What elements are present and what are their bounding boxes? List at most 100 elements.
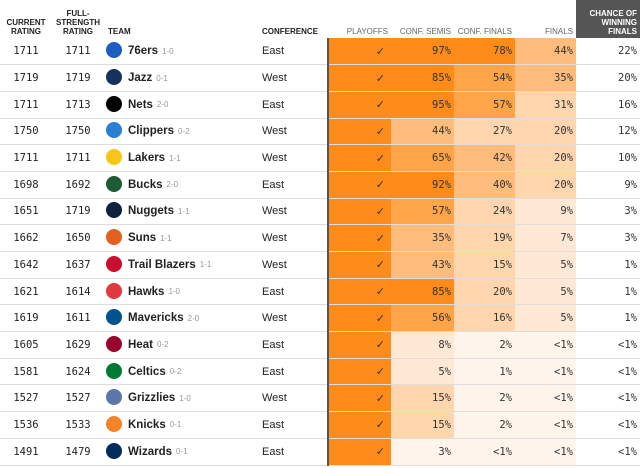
- team-cell: Heat 0-2: [104, 331, 258, 359]
- table-row[interactable]: 1527 1527 Grizzlies 1-0 West ✓ 15% 2% <1% <1%: [0, 384, 640, 413]
- finals-cell: <1%: [515, 438, 576, 466]
- win-finals-cell: 9%: [576, 171, 640, 199]
- finals-cell: 31%: [515, 91, 576, 119]
- team-record: 0-1: [169, 420, 182, 430]
- header-finals[interactable]: FINALS: [544, 27, 573, 36]
- conf-semis-cell: 85%: [391, 64, 454, 92]
- current-rating-cell: 1662: [0, 224, 52, 252]
- win-finals-cell: 12%: [576, 118, 640, 146]
- hawks-logo-icon: [106, 282, 122, 299]
- full-strength-rating-cell: 1624: [52, 358, 104, 386]
- conf-semis-cell: 95%: [391, 91, 454, 119]
- conf-semis-cell: 3%: [391, 438, 454, 466]
- conference-cell: East: [258, 358, 329, 386]
- table-row[interactable]: 1711 1711 76ers 1-0 East ✓ 97% 78% 44% 22%: [0, 38, 640, 66]
- finals-cell: 20%: [515, 171, 576, 199]
- full-strength-rating-cell: 1719: [52, 198, 104, 226]
- finals-cell: 5%: [515, 251, 576, 279]
- table-row[interactable]: 1719 1719 Jazz 0-1 West ✓ 85% 54% 35% 20%: [0, 64, 640, 92]
- table-row[interactable]: 1491 1479 Wizards 0-1 East ✓ 3% <1% <1% <1%: [0, 438, 640, 466]
- conf-finals-cell: 27%: [454, 118, 515, 146]
- header-row: CURRENT RATING FULL-STRENGTH RATING TEAM…: [0, 0, 640, 38]
- team-record: 0-1: [176, 447, 188, 457]
- team-name: 76ers: [128, 45, 159, 58]
- win-finals-cell: 1%: [576, 304, 640, 333]
- full-strength-rating-cell: 1479: [52, 438, 104, 466]
- table-row[interactable]: 1619 1611 Mavericks 2-0 West ✓ 56% 16% 5% 1%: [0, 304, 640, 333]
- team-cell: Wizards 0-1: [104, 438, 258, 466]
- table-row[interactable]: 1698 1692 Bucks 2-0 East ✓ 92% 40% 20% 9%: [0, 171, 640, 199]
- team-name: Jazz: [128, 72, 153, 85]
- team-name: Trail Blazers: [128, 258, 196, 271]
- header-conf-semis[interactable]: CONF. SEMIS: [399, 27, 451, 36]
- header-playoffs[interactable]: PLAYOFFS: [346, 27, 388, 36]
- conference-cell: West: [258, 64, 329, 92]
- finals-cell: <1%: [515, 411, 576, 439]
- team-name: Clippers: [128, 125, 175, 138]
- suns-logo-icon: [106, 229, 122, 246]
- conf-finals-cell: 2%: [454, 411, 515, 439]
- conf-finals-cell: 57%: [454, 91, 515, 119]
- conf-finals-cell: 2%: [454, 384, 515, 413]
- table-row[interactable]: 1662 1650 Suns 1-1 West ✓ 35% 19% 7% 3%: [0, 224, 640, 252]
- finals-cell: <1%: [515, 384, 576, 413]
- table-row[interactable]: 1581 1624 Celtics 0-2 East ✓ 5% 1% <1% <1%: [0, 358, 640, 386]
- conference-cell: West: [258, 198, 329, 226]
- conference-cell: East: [258, 331, 329, 359]
- header-conf-finals[interactable]: CONF. FINALS: [457, 27, 512, 36]
- conf-semis-cell: 35%: [391, 224, 454, 252]
- conf-semis-cell: 43%: [391, 251, 454, 279]
- table-row[interactable]: 1621 1614 Hawks 1-0 East ✓ 85% 20% 5% 1%: [0, 278, 640, 306]
- team-name: Knicks: [128, 418, 166, 431]
- header-team[interactable]: TEAM: [108, 27, 131, 36]
- full-strength-rating-cell: 1614: [52, 278, 104, 306]
- celtics-logo-icon: [106, 362, 122, 379]
- conf-semis-cell: 97%: [391, 38, 454, 66]
- win-finals-cell: 10%: [576, 144, 640, 172]
- win-finals-cell: <1%: [576, 331, 640, 359]
- conf-semis-cell: 56%: [391, 304, 454, 333]
- heat-logo-icon: [106, 335, 122, 352]
- team-record: 2-0: [156, 100, 169, 110]
- finals-cell: 20%: [515, 144, 576, 172]
- conference-cell: East: [258, 171, 329, 199]
- team-name: Grizzlies: [128, 392, 176, 405]
- team-record: 1-0: [162, 46, 174, 56]
- conf-finals-cell: 78%: [454, 38, 515, 66]
- team-name: Celtics: [128, 365, 166, 378]
- header-full-strength-rating[interactable]: FULL-STRENGTH RATING: [56, 9, 100, 36]
- finals-cell: <1%: [515, 331, 576, 359]
- table-row[interactable]: 1711 1711 Lakers 1-1 West ✓ 65% 42% 20% 10%: [0, 144, 640, 172]
- conf-finals-cell: 19%: [454, 224, 515, 252]
- header-current-rating[interactable]: CURRENT RATING: [6, 18, 46, 36]
- table-row[interactable]: 1642 1637 Trail Blazers 1-1 West ✓ 43% 15% 5% 1%: [0, 251, 640, 279]
- table-row[interactable]: 1711 1713 Nets 2-0 East ✓ 95% 57% 31% 16%: [0, 91, 640, 119]
- team-record: 1-1: [178, 206, 190, 216]
- team-record: 1-1: [199, 260, 212, 270]
- finals-cell: <1%: [515, 358, 576, 386]
- win-finals-cell: <1%: [576, 384, 640, 413]
- full-strength-rating-cell: 1650: [52, 224, 104, 252]
- conf-finals-cell: 20%: [454, 278, 515, 306]
- playoffs-cell: ✓: [328, 198, 391, 226]
- header-conference[interactable]: CONFERENCE: [262, 27, 319, 36]
- conf-finals-cell: 24%: [454, 198, 515, 226]
- team-record: 2-0: [166, 180, 179, 190]
- team-record: 2-0: [187, 313, 200, 323]
- conf-semis-cell: 44%: [391, 118, 454, 146]
- team-name: Suns: [128, 232, 157, 245]
- finals-cell: 44%: [515, 38, 576, 66]
- playoffs-cell: ✓: [328, 224, 391, 252]
- table-row[interactable]: 1750 1750 Clippers 0-2 West ✓ 44% 27% 20% 12%: [0, 118, 640, 146]
- playoffs-cell: ✓: [328, 38, 391, 66]
- bucks-logo-icon: [106, 175, 122, 192]
- table-row[interactable]: 1605 1629 Heat 0-2 East ✓ 8% 2% <1% <1%: [0, 331, 640, 359]
- table-row[interactable]: 1651 1719 Nuggets 1-1 West ✓ 57% 24% 9% 3%: [0, 198, 640, 226]
- current-rating-cell: 1527: [0, 384, 52, 413]
- playoffs-cell: ✓: [328, 278, 391, 306]
- header-win-finals[interactable]: CHANCE OF WINNING FINALS: [576, 0, 640, 38]
- table-row[interactable]: 1536 1533 Knicks 0-1 East ✓ 15% 2% <1% <1%: [0, 411, 640, 439]
- conf-finals-cell: 15%: [454, 251, 515, 279]
- full-strength-rating-cell: 1750: [52, 118, 104, 146]
